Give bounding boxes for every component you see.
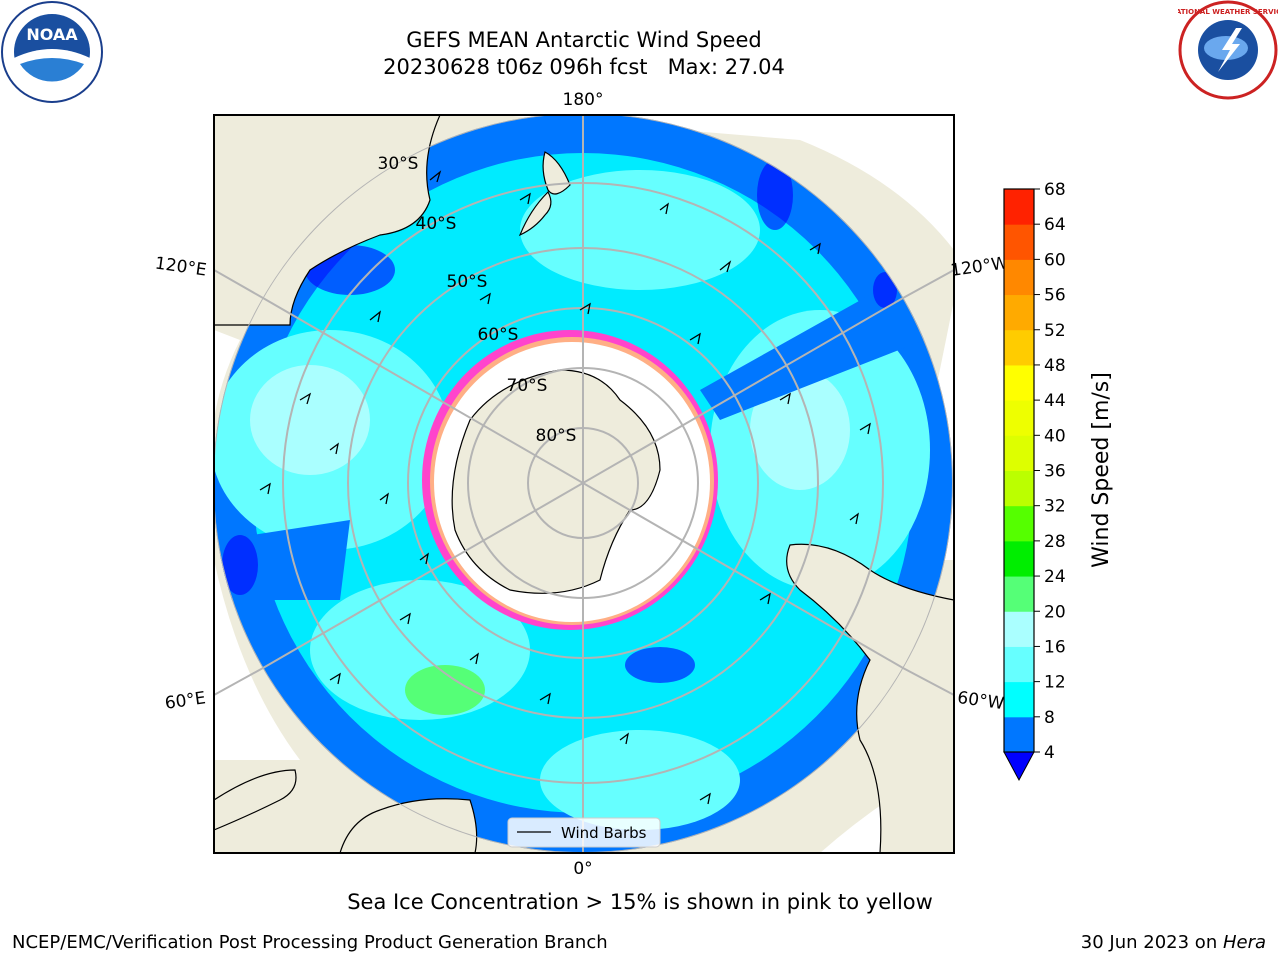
- map-legend: Wind Barbs: [507, 817, 661, 848]
- colorbar-tick-label: 16: [1044, 637, 1066, 657]
- colorbar-band: [1004, 400, 1034, 436]
- lat-label-80s: 80°S: [536, 426, 577, 446]
- lat-label-70s: 70°S: [507, 376, 548, 396]
- colorbar-band: [1004, 224, 1034, 260]
- lon-label-120e: 120°E: [154, 254, 208, 281]
- colorbar-tick-label: 64: [1044, 215, 1066, 235]
- colorbar-tick-label: 28: [1044, 532, 1066, 552]
- colorbar-tick-label: 32: [1044, 497, 1066, 517]
- lon-label-60e: 60°E: [164, 688, 207, 713]
- colorbar-band: [1004, 435, 1034, 471]
- colorbar-tick-label: 60: [1044, 250, 1066, 270]
- map-subtitle: 20230628 t06z 096h fcst Max: 27.04: [383, 55, 785, 79]
- colorbar-band: [1004, 681, 1034, 718]
- colorbar-tick-label: 44: [1044, 391, 1066, 411]
- svg-text:NATIONAL WEATHER SERVICE: NATIONAL WEATHER SERVICE: [1178, 8, 1278, 16]
- lat-label-50s: 50°S: [447, 272, 488, 292]
- colorbar-tick-label: 68: [1044, 180, 1066, 200]
- lon-label-0: 0°: [573, 859, 592, 879]
- colorbar-band: [1004, 540, 1034, 577]
- map-frame: [213, 114, 955, 854]
- colorbar-band: [1004, 329, 1034, 366]
- lat-label-60s: 60°S: [478, 325, 519, 345]
- lat-label-30s: 30°S: [378, 154, 419, 174]
- wind-barbs: [259, 170, 871, 805]
- colorbar-band: [1004, 716, 1034, 753]
- colorbar-tick-label: 20: [1044, 602, 1066, 622]
- colorbar-tick-label: 48: [1044, 356, 1066, 376]
- noaa-logo: NOAA: [1, 1, 103, 103]
- map-title: GEFS MEAN Antarctic Wind Speed: [406, 28, 762, 52]
- lon-label-180: 180°: [563, 90, 604, 110]
- colorbar-tick-label: 12: [1044, 673, 1066, 693]
- legend-label: Wind Barbs: [561, 824, 647, 842]
- footer-date: 30 Jun 2023 on Hera: [1080, 932, 1266, 953]
- colorbar-tick-label: 24: [1044, 567, 1066, 587]
- svg-text:NOAA: NOAA: [26, 25, 78, 44]
- colorbar-band: [1004, 259, 1034, 296]
- footer-host: Hera: [1222, 932, 1266, 953]
- colorbar-band: [1004, 646, 1034, 683]
- outer-graticule: [214, 269, 954, 696]
- colorbar-band: [1004, 294, 1034, 331]
- colorbar-extend-arrow: [1003, 751, 1035, 782]
- colorbar-tick-label: 8: [1044, 708, 1055, 728]
- colorbar-tick-label: 40: [1044, 426, 1066, 446]
- colorbar-band: [1004, 611, 1034, 647]
- continents: [214, 115, 954, 853]
- colorbar-tick-label: 4: [1044, 743, 1055, 763]
- colorbar-band: [1004, 576, 1034, 612]
- colorbar-band: [1004, 505, 1034, 542]
- colorbar-tick-label: 36: [1044, 462, 1066, 482]
- nws-logo: NATIONAL WEATHER SERVICE: [1178, 0, 1278, 100]
- lat-label-40s: 40°S: [416, 214, 457, 234]
- sea-ice-note: Sea Ice Concentration > 15% is shown in …: [347, 890, 933, 914]
- colorbar-band: [1004, 189, 1034, 225]
- colorbar-tick-label: 56: [1044, 286, 1066, 306]
- antarctica: [422, 330, 718, 630]
- colorbar-label: Wind Speed [m/s]: [1089, 372, 1114, 568]
- footer-credit: NCEP/EMC/Verification Post Processing Pr…: [12, 932, 608, 953]
- colorbar-band: [1004, 470, 1034, 507]
- graticule: [214, 115, 953, 853]
- colorbar-tick-label: 52: [1044, 321, 1066, 341]
- colorbar-band: [1004, 364, 1034, 401]
